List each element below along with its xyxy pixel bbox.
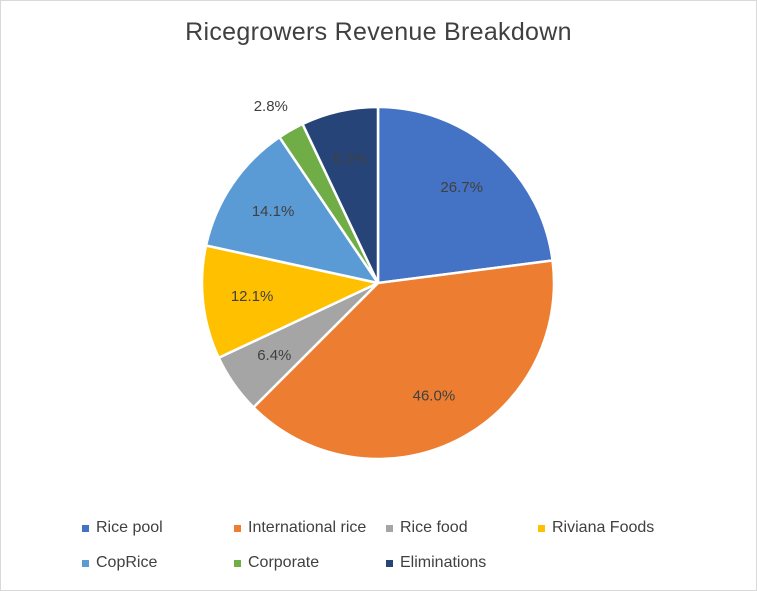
data-label-rice-food: 6.4% xyxy=(257,347,291,364)
data-label-rice-pool: 26.7% xyxy=(440,179,483,196)
data-label-coprice: 14.1% xyxy=(252,203,295,220)
pie-slice-eliminations xyxy=(301,105,380,285)
data-label-international-rice: 46.0% xyxy=(413,388,456,405)
data-label-corporate: 2.8% xyxy=(254,98,288,115)
pie-slice-rice-pool xyxy=(376,105,554,285)
data-label-eliminations: 8.2% xyxy=(333,150,367,167)
data-label-riviana-foods: 12.1% xyxy=(231,288,274,305)
pie-slice-coprice xyxy=(204,135,380,285)
pie-slice-international-rice xyxy=(252,259,556,461)
chart-title: Ricegrowers Revenue Breakdown xyxy=(185,18,572,46)
